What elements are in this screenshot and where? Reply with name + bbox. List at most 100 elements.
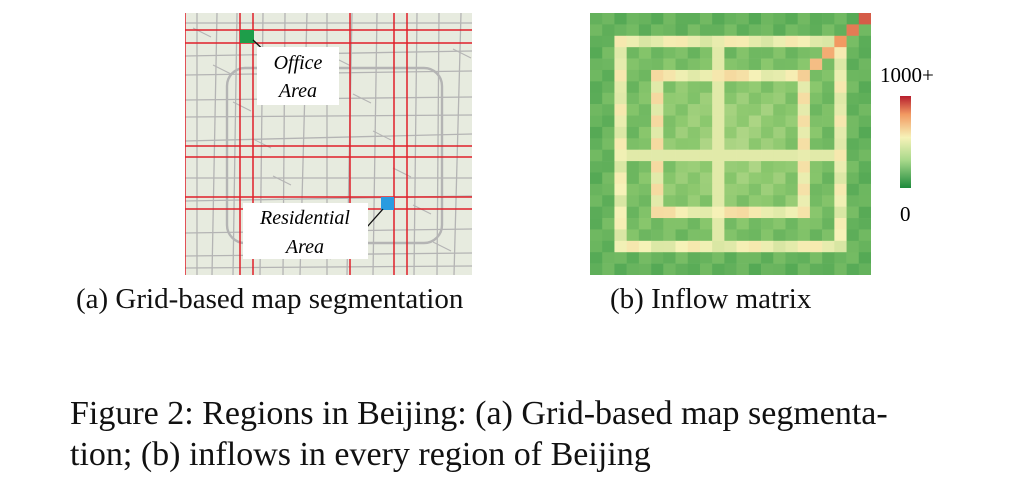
heatmap-cell — [614, 149, 627, 162]
heatmap-cell — [834, 263, 847, 275]
heatmap-cell — [687, 206, 701, 219]
heatmap-cell — [651, 81, 664, 94]
heatmap-cell — [797, 24, 811, 37]
heatmap-cell — [626, 24, 640, 37]
heatmap-cell — [724, 161, 737, 173]
heatmap-cell — [626, 263, 640, 275]
heatmap-cell — [687, 104, 701, 116]
heatmap-cell — [846, 161, 860, 173]
heatmap-cell — [663, 24, 676, 37]
heatmap-cell — [699, 81, 713, 94]
road-segment — [232, 101, 252, 112]
heatmap-cell — [809, 47, 823, 59]
heatmap-cell — [590, 69, 603, 82]
heatmap-cell — [663, 229, 676, 242]
heatmap-cell — [626, 218, 640, 230]
heatmap-cell — [626, 35, 640, 48]
heatmap-cell — [797, 69, 811, 82]
heatmap-cell — [590, 138, 603, 150]
heatmap-cell — [846, 35, 860, 48]
heatmap-cell — [809, 183, 823, 196]
heatmap-cell — [699, 115, 713, 128]
heatmap-cell — [761, 263, 774, 275]
heatmap-cell — [858, 92, 871, 105]
heatmap-cell — [687, 92, 701, 105]
heatmap-cell — [687, 252, 701, 264]
heatmap-cell — [638, 149, 652, 162]
heatmap-cell — [590, 115, 603, 128]
heatmap-cell — [602, 161, 615, 173]
heatmap-cell — [834, 69, 847, 82]
figure-caption: Figure 2: Regions in Beijing: (a) Grid-b… — [70, 393, 1015, 475]
heatmap-cell — [675, 218, 689, 230]
heatmap-cell — [748, 161, 762, 173]
heatmap-cell — [614, 47, 627, 59]
heatmap-cell — [822, 126, 835, 139]
heatmap-cell — [638, 115, 652, 128]
heatmap-cell — [675, 161, 689, 173]
heatmap-cell — [761, 69, 774, 82]
road-segment — [372, 130, 392, 141]
heatmap-cell — [748, 138, 762, 150]
heatmap-cell — [809, 161, 823, 173]
heatmap-cell — [626, 172, 640, 185]
road-segment — [352, 93, 372, 104]
heatmap-cell — [858, 58, 871, 71]
heatmap-cell — [797, 35, 811, 48]
heatmap-cell — [785, 218, 798, 230]
heatmap-cell — [785, 138, 798, 150]
heatmap-cell — [736, 229, 750, 242]
figure-caption-line1: Figure 2: Regions in Beijing: (a) Grid-b… — [70, 395, 888, 432]
heatmap-cell — [712, 104, 725, 116]
heatmap-cell — [712, 252, 725, 264]
heatmap-cell — [748, 13, 762, 25]
heatmap-cell — [626, 47, 640, 59]
heatmap-cell — [699, 252, 713, 264]
heatmap-cell — [809, 92, 823, 105]
heatmap-cell — [712, 13, 725, 25]
heatmap-cell — [626, 69, 640, 82]
heatmap-cell — [761, 183, 774, 196]
heatmap-cell — [773, 24, 786, 37]
heatmap-cell — [785, 252, 798, 264]
heatmap-cell — [699, 35, 713, 48]
heatmap-cell — [602, 149, 615, 162]
heatmap-cell — [626, 138, 640, 150]
heatmap-cell — [736, 13, 750, 25]
heatmap-cell — [736, 263, 750, 275]
heatmap-cell — [663, 161, 676, 173]
heatmap-cell — [590, 104, 603, 116]
heatmap-cell — [724, 58, 737, 71]
heatmap-cell — [748, 104, 762, 116]
heatmap-cell — [797, 263, 811, 275]
heatmap-cell — [785, 263, 798, 275]
heatmap-cell — [663, 126, 676, 139]
heatmap-cell — [602, 115, 615, 128]
heatmap-cell — [834, 35, 847, 48]
heatmap-cell — [834, 126, 847, 139]
heatmap-cell — [822, 81, 835, 94]
heatmap-cell — [602, 104, 615, 116]
heatmap-cell — [724, 47, 737, 59]
heatmap-cell — [773, 149, 786, 162]
heatmap-cell — [834, 149, 847, 162]
heatmap-cell — [712, 183, 725, 196]
heatmap-cell — [773, 183, 786, 196]
road-segment — [185, 114, 472, 118]
heatmap-cell — [651, 263, 664, 275]
heatmap-cell — [724, 35, 737, 48]
heatmap-cell — [602, 252, 615, 264]
heatmap-cell — [712, 115, 725, 128]
road-segment — [453, 13, 462, 275]
heatmap-cell — [834, 172, 847, 185]
heatmap-cell — [773, 161, 786, 173]
heatmap-cell — [761, 218, 774, 230]
heatmap-cell — [638, 69, 652, 82]
heatmap-cell — [602, 35, 615, 48]
heatmap-cell — [834, 115, 847, 128]
heatmap-cell — [773, 195, 786, 207]
heatmap-cell — [626, 161, 640, 173]
heatmap-cell — [699, 69, 713, 82]
heatmap-cell — [712, 58, 725, 71]
heatmap-cell — [651, 138, 664, 150]
